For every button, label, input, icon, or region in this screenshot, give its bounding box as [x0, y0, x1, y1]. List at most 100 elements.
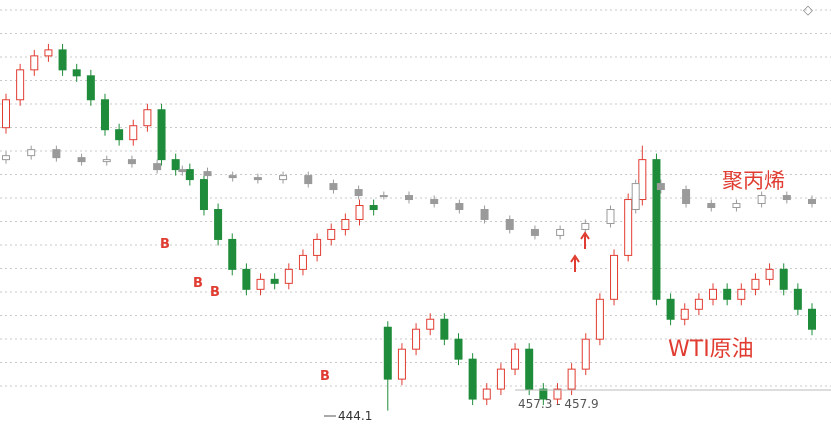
candle-body — [2, 99, 10, 129]
candle-body — [279, 175, 288, 181]
candle-body — [525, 348, 534, 390]
low-label: 444.1 — [338, 409, 372, 423]
candle-body — [30, 55, 39, 71]
candle-body — [581, 222, 590, 230]
candle-body — [379, 195, 388, 198]
candle-body — [556, 228, 565, 236]
candle-body — [732, 203, 741, 209]
candle-body — [100, 99, 109, 131]
candle-body — [808, 308, 816, 330]
candle-body — [16, 69, 25, 101]
buy-marker: B — [210, 285, 220, 300]
candle-body — [709, 288, 718, 300]
buy-marker: B — [160, 237, 170, 252]
candle-body — [694, 298, 703, 310]
candle-body — [153, 163, 162, 171]
candle-body — [680, 308, 689, 320]
candle-body — [72, 69, 81, 77]
candle-body — [455, 203, 464, 211]
candle-body — [102, 159, 111, 163]
candle-body — [682, 189, 691, 205]
candle-body — [143, 109, 152, 127]
candle-body — [482, 388, 491, 400]
candle-body — [808, 199, 816, 205]
candle-body — [505, 218, 514, 230]
candle-body — [341, 218, 350, 230]
candle-body — [355, 205, 364, 220]
candle-body — [383, 326, 392, 380]
candle-body — [737, 288, 746, 300]
candle-body — [405, 195, 413, 201]
candle-body — [77, 157, 86, 163]
candle-body — [426, 318, 435, 330]
candle-body — [511, 348, 520, 370]
candle-body — [242, 268, 251, 290]
candle-body — [27, 149, 36, 157]
candle-body — [779, 268, 788, 290]
candle-body — [327, 228, 336, 240]
candle-body — [765, 268, 774, 280]
candle-body — [468, 358, 477, 400]
candle-body — [253, 177, 262, 181]
candle-body — [793, 288, 802, 310]
candle-body — [530, 228, 539, 236]
candle-body — [638, 159, 647, 201]
candle-body — [171, 159, 180, 171]
candle-body — [430, 199, 439, 205]
candle-body — [610, 254, 619, 300]
candle-body — [369, 205, 378, 211]
candle-body — [52, 149, 61, 159]
candle-body — [440, 318, 449, 340]
candle-body — [284, 268, 293, 284]
candle-body — [2, 155, 10, 161]
candle-body — [606, 209, 615, 224]
candle-body — [666, 298, 675, 320]
candle-body — [751, 278, 760, 290]
candle-body — [567, 368, 576, 390]
candle-body — [228, 238, 237, 270]
candle-body — [707, 203, 716, 209]
candle-body — [157, 109, 166, 161]
candle-body — [228, 175, 237, 179]
buy-marker: B — [320, 369, 330, 384]
candle-body — [539, 388, 548, 400]
candle-body — [656, 183, 665, 191]
candle-body — [631, 183, 640, 211]
candle-body — [757, 195, 766, 205]
candle-body — [553, 388, 562, 400]
candle-body — [115, 129, 124, 141]
candle-body — [313, 238, 322, 256]
icon[interactable]: ◇ — [803, 3, 813, 18]
candle-body — [199, 179, 208, 211]
candle-body — [581, 338, 590, 370]
candle-body — [652, 159, 661, 300]
candle-body — [354, 189, 363, 197]
candle-body — [595, 298, 604, 340]
candle-body — [185, 169, 194, 181]
candle-body — [397, 348, 406, 380]
candle-body — [723, 288, 732, 300]
candle-body — [782, 195, 791, 201]
candle-body — [214, 209, 223, 240]
candle-body — [298, 254, 307, 270]
series-label: 聚丙烯 — [722, 169, 785, 193]
range-label: 457.3 - 457.9 — [518, 397, 599, 411]
candle-body — [129, 125, 138, 141]
candle-body — [624, 199, 633, 256]
series-label: WTI原油 — [668, 337, 754, 362]
candle-body — [58, 49, 67, 71]
candle-body — [86, 75, 95, 101]
candle-body — [44, 49, 53, 57]
candle-body — [256, 278, 265, 290]
candle-body — [412, 328, 421, 350]
candle-body — [304, 175, 313, 185]
arrow — [570, 254, 580, 272]
buy-marker: B — [193, 276, 203, 291]
candle-body — [454, 338, 463, 360]
candle-body — [127, 159, 136, 165]
arrow — [580, 231, 590, 249]
candle-body — [178, 169, 187, 173]
candle-body — [496, 368, 505, 390]
candle-body — [203, 171, 212, 177]
